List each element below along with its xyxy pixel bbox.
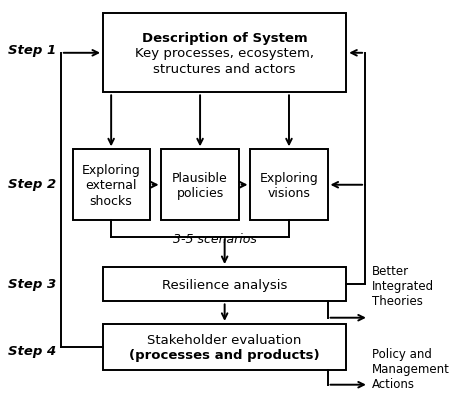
Text: Step 2: Step 2 [7, 178, 56, 191]
Text: Description of System: Description of System [142, 32, 307, 45]
Text: visions: visions [268, 186, 310, 200]
Text: structures and actors: structures and actors [154, 62, 296, 76]
Bar [73, 150, 150, 221]
Bar [103, 14, 346, 93]
Text: Key processes, ecosystem,: Key processes, ecosystem, [135, 47, 314, 60]
Text: Step 1: Step 1 [7, 44, 56, 57]
Bar [250, 150, 328, 221]
Text: (processes and products): (processes and products) [129, 348, 320, 362]
Text: Step 3: Step 3 [7, 277, 56, 290]
Text: Plausible: Plausible [172, 171, 228, 184]
Text: Resilience analysis: Resilience analysis [162, 278, 287, 291]
Text: Exploring: Exploring [82, 163, 140, 177]
Text: shocks: shocks [90, 194, 132, 207]
Text: 3-5 scenarios: 3-5 scenarios [173, 232, 257, 245]
Bar [103, 324, 346, 371]
Text: Step 4: Step 4 [7, 344, 56, 357]
Bar [103, 267, 346, 302]
Text: Exploring: Exploring [260, 171, 318, 184]
Text: external: external [85, 179, 137, 192]
Text: policies: policies [176, 186, 224, 200]
Bar [161, 150, 239, 221]
Text: Better
Integrated
Theories: Better Integrated Theories [372, 264, 434, 307]
Text: Stakeholder evaluation: Stakeholder evaluation [147, 333, 302, 346]
Text: Policy and
Management
Actions: Policy and Management Actions [372, 347, 450, 390]
